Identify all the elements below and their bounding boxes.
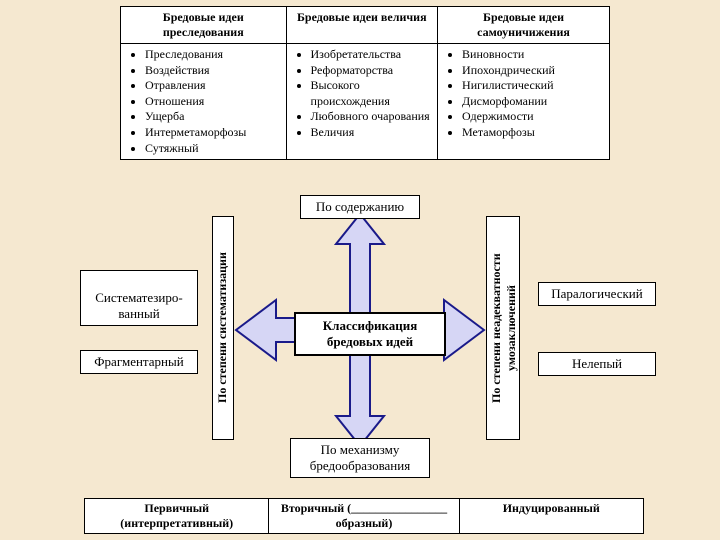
right-item-0: Паралогический [538,282,656,306]
list-item: Отравления [145,78,280,94]
axis-left-label: По степени систематизации [215,253,229,404]
list-item: Интерметаморфозы [145,125,280,141]
list-item: Реформаторства [311,63,432,79]
top-classification-table: Бредовые идеи преследования Бредовые иде… [120,6,610,160]
axis-top-box: По содержанию [300,195,420,219]
axis-top-label: По содержанию [316,199,404,214]
left-item-0: Систематезиро- ванный [80,270,198,326]
center-box: Классификация бредовых идей [294,312,446,356]
axis-left-vertical: По степени систематизации [212,216,234,440]
list-item: Преследования [145,47,280,63]
td-col2: ВиновностиИпохондрическийНигилистический… [438,44,610,160]
td-col0: ПреследованияВоздействияОтравленияОтноше… [121,44,287,160]
list-item: Дисморфомании [462,94,603,110]
list-item: Изобретательства [311,47,432,63]
list-item: Метаморфозы [462,125,603,141]
list-item: Ипохондрический [462,63,603,79]
td-col1: ИзобретательстваРеформаторстваВысокого п… [286,44,438,160]
th-selfdeprecation: Бредовые идеи самоуничижения [438,7,610,44]
bt-cell-2: Индуцированный [459,499,643,534]
axis-bottom-box: По механизму бредообразования [290,438,430,478]
axis-bottom-label: По механизму бредообразования [310,442,410,473]
list-item: Высокого происхождения [311,78,432,109]
list-item: Сутяжный [145,141,280,157]
list-item: Воздействия [145,63,280,79]
bt-cell-0: Первичный (интерпретативный) [85,499,269,534]
th-persecution: Бредовые идеи преследования [121,7,287,44]
list-item: Виновности [462,47,603,63]
axis-right-label: По степени неадекватности умозаключений [489,253,518,403]
list-item: Любовного очарования [311,109,432,125]
list-item: Величия [311,125,432,141]
list-item: Одержимости [462,109,603,125]
right-item-1: Нелепый [538,352,656,376]
left-item-1: Фрагментарный [80,350,198,374]
bt-cell-1: Вторичный (________________ образный) [269,499,459,534]
bottom-mechanism-table: Первичный (интерпретативный) Вторичный (… [84,498,644,534]
list-item: Ущерба [145,109,280,125]
th-grandeur: Бредовые идеи величия [286,7,438,44]
axis-right-vertical: По степени неадекватности умозаключений [486,216,520,440]
center-label: Классификация бредовых идей [323,318,418,349]
list-item: Нигилистический [462,78,603,94]
list-item: Отношения [145,94,280,110]
